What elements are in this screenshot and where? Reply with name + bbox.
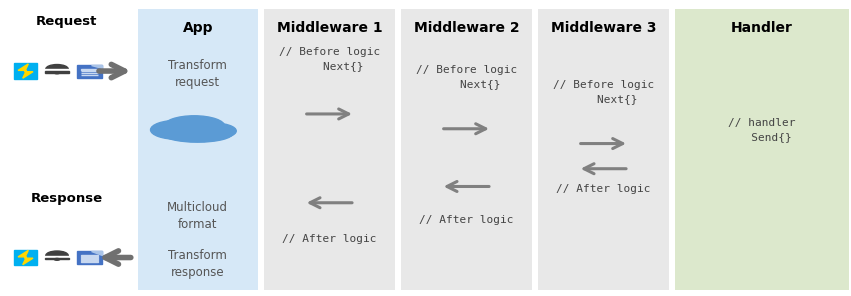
FancyBboxPatch shape — [81, 71, 98, 72]
FancyBboxPatch shape — [81, 259, 98, 260]
FancyBboxPatch shape — [44, 255, 70, 261]
Text: Transform
response: Transform response — [168, 249, 227, 279]
Ellipse shape — [46, 251, 68, 260]
Text: Multicloud
format: Multicloud format — [167, 201, 228, 231]
FancyBboxPatch shape — [401, 9, 532, 290]
Polygon shape — [91, 65, 101, 68]
Circle shape — [191, 123, 237, 139]
FancyBboxPatch shape — [45, 71, 69, 73]
Ellipse shape — [46, 65, 68, 74]
Text: // Before logic
    Next{}: // Before logic Next{} — [553, 80, 654, 104]
FancyBboxPatch shape — [45, 258, 69, 259]
Polygon shape — [14, 63, 37, 79]
Text: Middleware 3: Middleware 3 — [551, 21, 656, 35]
Text: Handler: Handler — [731, 21, 793, 35]
FancyBboxPatch shape — [538, 9, 669, 290]
Ellipse shape — [162, 124, 233, 142]
Text: // Before logic
    Next{}: // Before logic Next{} — [416, 65, 517, 89]
Text: App: App — [183, 21, 213, 35]
FancyBboxPatch shape — [138, 9, 258, 290]
FancyBboxPatch shape — [81, 69, 98, 70]
Polygon shape — [91, 251, 101, 255]
Text: // After logic: // After logic — [419, 215, 514, 225]
FancyBboxPatch shape — [77, 251, 101, 264]
Text: Middleware 1: Middleware 1 — [277, 21, 382, 35]
Text: Transform
request: Transform request — [168, 59, 227, 89]
Polygon shape — [18, 64, 33, 78]
FancyBboxPatch shape — [81, 261, 98, 262]
Text: // After logic: // After logic — [556, 184, 651, 194]
Circle shape — [163, 116, 225, 137]
FancyBboxPatch shape — [77, 65, 101, 78]
FancyBboxPatch shape — [675, 9, 849, 290]
FancyBboxPatch shape — [264, 9, 395, 290]
Polygon shape — [14, 250, 37, 265]
FancyBboxPatch shape — [81, 255, 98, 256]
Circle shape — [54, 72, 60, 74]
Text: Request: Request — [36, 15, 97, 28]
Polygon shape — [18, 250, 33, 265]
Text: Response: Response — [31, 192, 102, 205]
Circle shape — [151, 120, 206, 139]
Circle shape — [54, 258, 60, 260]
FancyBboxPatch shape — [81, 257, 98, 258]
FancyBboxPatch shape — [44, 69, 70, 74]
Text: Middleware 2: Middleware 2 — [414, 21, 519, 35]
Text: // After logic: // After logic — [282, 234, 377, 244]
Ellipse shape — [168, 130, 226, 141]
Text: // handler
   Send{}: // handler Send{} — [728, 118, 796, 142]
Text: // Before logic
    Next{}: // Before logic Next{} — [279, 47, 380, 71]
